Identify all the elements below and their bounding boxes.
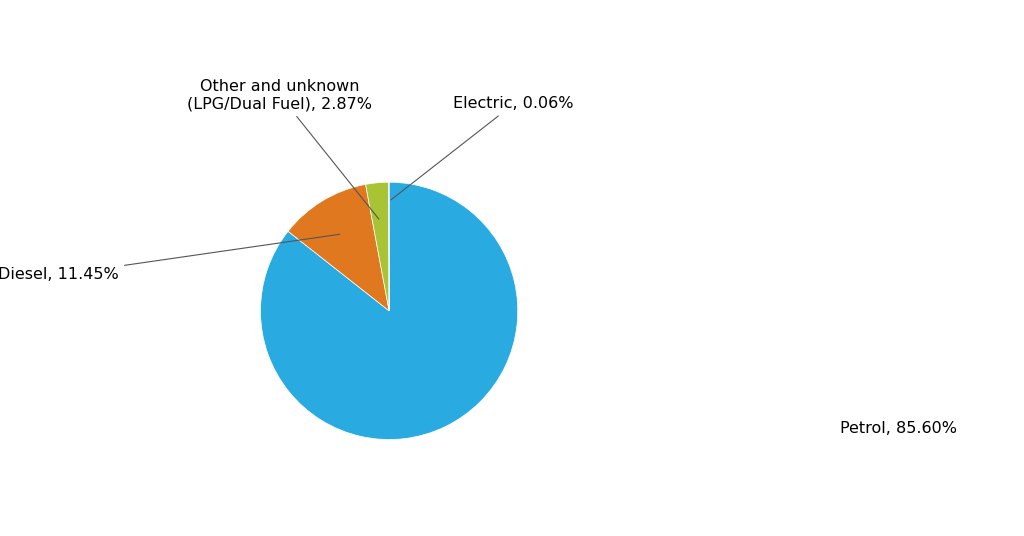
- Text: Other and unknown
(LPG/Dual Fuel), 2.87%: Other and unknown (LPG/Dual Fuel), 2.87%: [187, 79, 379, 219]
- Text: Electric, 0.06%: Electric, 0.06%: [391, 96, 573, 200]
- Text: Petrol, 85.60%: Petrol, 85.60%: [840, 421, 956, 436]
- Text: Diesel, 11.45%: Diesel, 11.45%: [0, 234, 340, 282]
- Wedge shape: [260, 182, 518, 440]
- Wedge shape: [366, 182, 389, 311]
- Wedge shape: [288, 184, 389, 311]
